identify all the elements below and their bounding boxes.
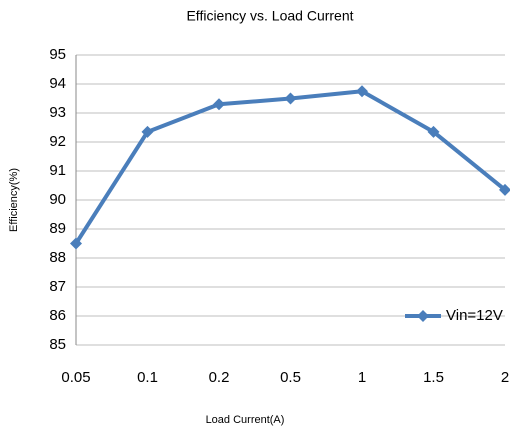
y-tick-label: 87 [49, 278, 66, 295]
y-tick-label: 95 [49, 46, 66, 63]
data-point [213, 98, 225, 111]
y-tick-label: 94 [49, 75, 66, 92]
x-axis-label: Load Current(A) [206, 414, 285, 426]
data-point [427, 125, 440, 138]
y-tick-label: 91 [49, 162, 66, 179]
x-tick-label: 0.1 [137, 369, 158, 386]
data-point [356, 85, 368, 98]
y-tick-label: 92 [49, 133, 66, 150]
x-tick-label: 0.5 [280, 369, 301, 386]
series-line [74, 89, 507, 245]
data-point [141, 125, 154, 138]
legend-label: Vin=12V [446, 307, 503, 324]
data-point [284, 92, 297, 105]
x-tick-label: 1.5 [423, 369, 444, 386]
x-tick-label: 0.05 [61, 369, 90, 386]
data-point [499, 183, 510, 196]
y-tick-label: 93 [49, 104, 66, 121]
legend-marker [417, 310, 429, 322]
x-tick-label: 0.2 [209, 369, 230, 386]
y-tick-label: 86 [49, 307, 66, 324]
data-point [70, 237, 82, 250]
y-tick-label: 85 [49, 336, 66, 353]
x-tick-label: 1 [358, 369, 366, 386]
y-tick-label: 90 [49, 191, 66, 208]
y-tick-label: 89 [49, 220, 66, 237]
x-tick-label: 2 [501, 369, 509, 386]
chart-title: Efficiency vs. Load Current [186, 8, 353, 24]
y-tick-label: 88 [49, 249, 66, 266]
y-axis-label: Efficiency(%) [8, 168, 20, 232]
